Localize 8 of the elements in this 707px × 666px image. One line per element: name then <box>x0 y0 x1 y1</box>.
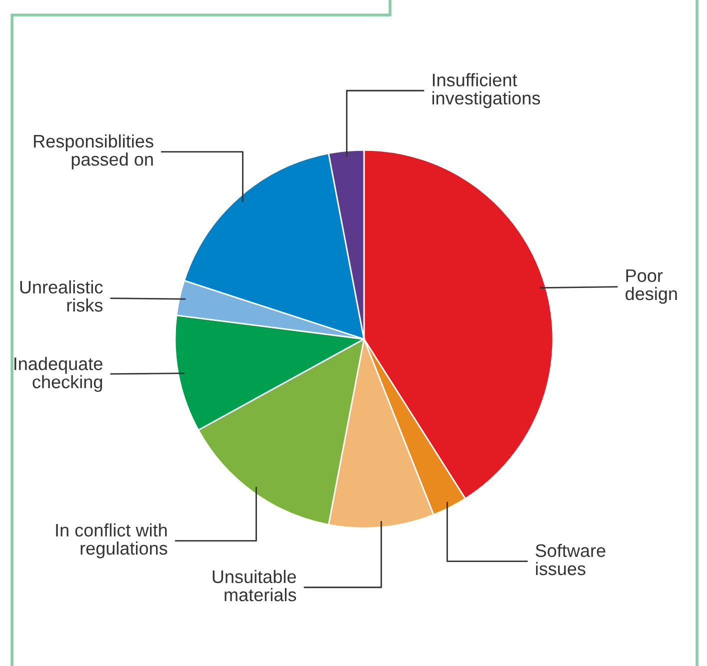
slice-label: Software issues <box>536 544 606 576</box>
slice-label: Unrealistic risks <box>20 280 103 312</box>
slice-label: Inadequate checking <box>14 356 102 392</box>
slice-label: Unsuitable materials <box>212 570 296 602</box>
slice-label: Responsiblities passed on <box>34 134 154 170</box>
slice-label: Poor design <box>626 269 677 304</box>
slice-label: In conflict with regulations <box>56 523 168 558</box>
slice-label: Insufficient investigations <box>432 73 540 108</box>
